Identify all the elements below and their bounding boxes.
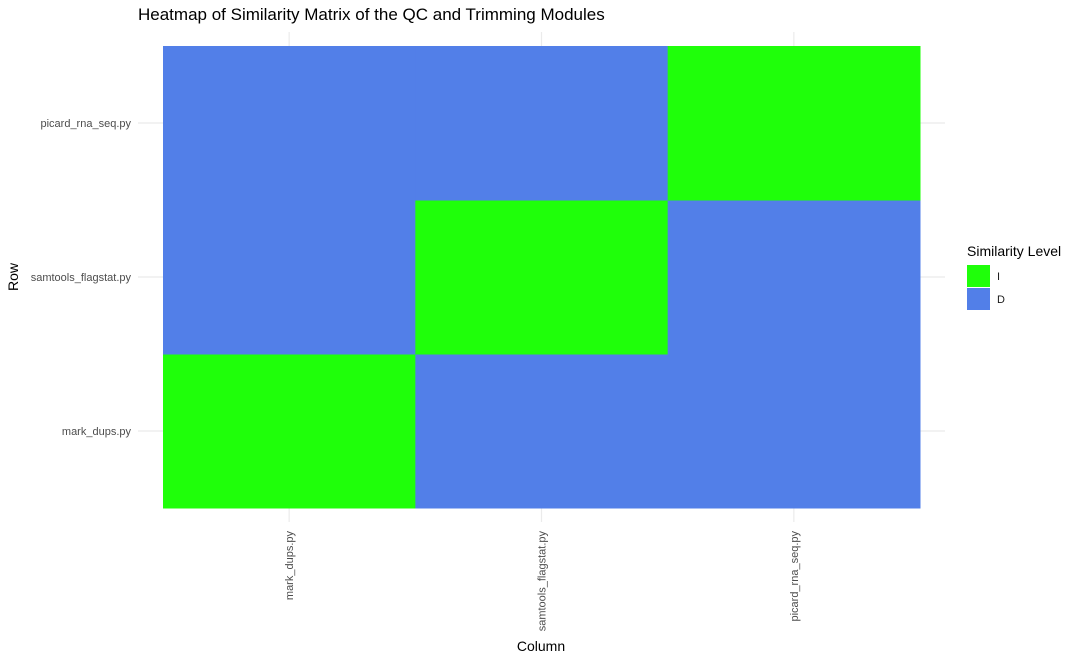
heatmap-cell-mark-dups-py-mark-dups-py — [163, 354, 416, 509]
y-axis-ticks: mark_dups.py samtools_flagstat.py picard_r… — [31, 118, 132, 438]
heatmap-cells — [163, 46, 921, 509]
x-axis-title: Column — [517, 638, 565, 654]
legend: Similarity Level ID — [967, 243, 1061, 310]
y-tick-label: mark_dups.py — [62, 426, 132, 438]
heatmap-cell-mark-dups-py-picard-rna-seq-py — [667, 354, 921, 509]
heatmap-cell-mark-dups-py-samtools-flagstat-py — [415, 354, 669, 509]
y-tick-label: samtools_flagstat.py — [31, 272, 132, 284]
heatmap-cell-picard-rna-seq-py-samtools-flagstat-py — [415, 46, 669, 201]
y-tick-label: picard_rna_seq.py — [40, 118, 131, 130]
heatmap-cell-samtools-flagstat-py-samtools-flagstat-py — [415, 200, 669, 355]
y-axis-title: Row — [5, 262, 21, 291]
x-tick-label: mark_dups.py — [284, 531, 296, 601]
x-tick-label: picard_rna_seq.py — [789, 531, 801, 622]
x-axis-ticks: mark_dups.py samtools_flagstat.py picard_r… — [284, 531, 801, 632]
heatmap-cell-samtools-flagstat-py-mark-dups-py — [163, 200, 416, 355]
x-tick-label: samtools_flagstat.py — [537, 531, 549, 632]
legend-key-i — [967, 265, 990, 287]
chart-title: Heatmap of Similarity Matrix of the QC a… — [138, 5, 605, 24]
legend-key-d — [967, 288, 990, 310]
heatmap-cell-samtools-flagstat-py-picard-rna-seq-py — [667, 200, 921, 355]
legend-title: Similarity Level — [967, 243, 1061, 259]
legend-label: D — [997, 294, 1005, 306]
legend-label: I — [997, 271, 1000, 283]
heatmap-cell-picard-rna-seq-py-picard-rna-seq-py — [667, 46, 921, 201]
heatmap-cell-picard-rna-seq-py-mark-dups-py — [163, 46, 416, 201]
